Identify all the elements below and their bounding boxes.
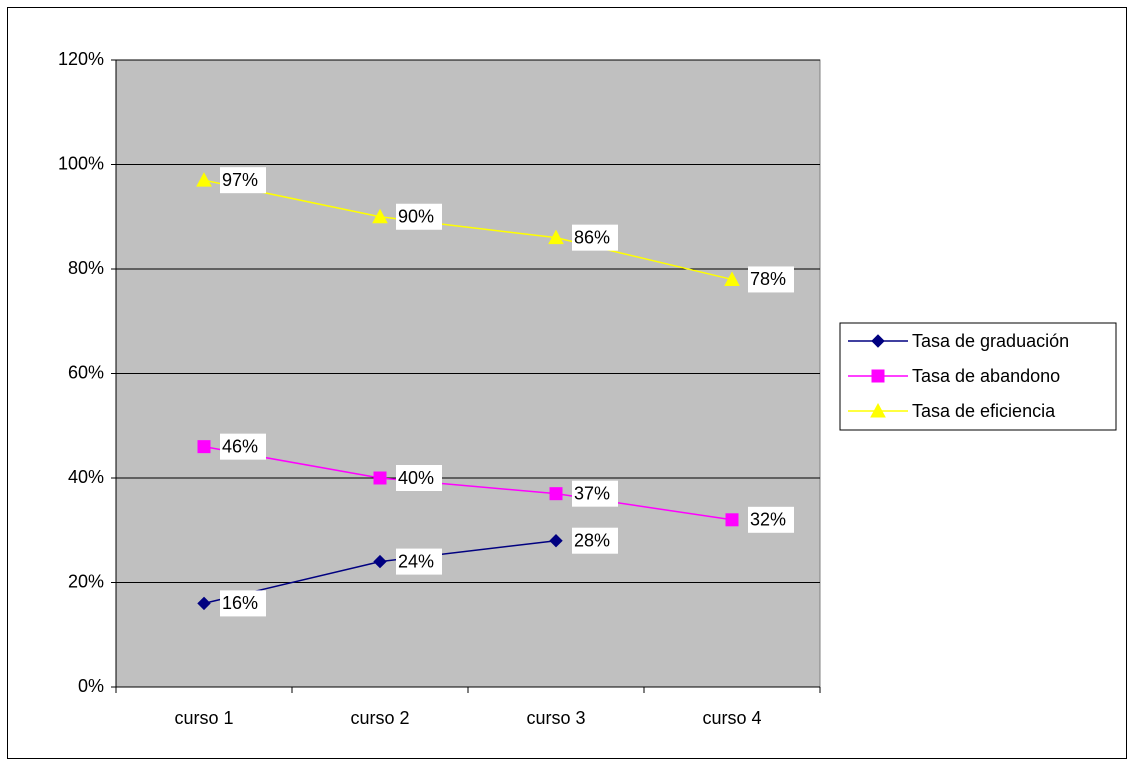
legend-label: Tasa de eficiencia: [912, 401, 1056, 421]
x-tick-label: curso 1: [174, 708, 233, 728]
data-point: [372, 208, 388, 224]
data-point: [197, 440, 211, 454]
data-label-bg: [572, 224, 618, 251]
data-point: [724, 271, 740, 286]
data-point: [549, 533, 563, 548]
y-tick-label: 120%: [58, 49, 104, 69]
data-point: [373, 471, 387, 485]
data-point: [548, 229, 564, 245]
data-point: [549, 487, 563, 501]
data-label-bg: [748, 506, 794, 533]
data-label: 86%: [574, 227, 610, 247]
data-point: [197, 596, 211, 611]
data-point: [373, 554, 387, 569]
data-label: 90%: [398, 207, 434, 227]
data-label-bg: [220, 167, 266, 194]
x-tick-label: curso 4: [702, 708, 761, 728]
data-point: [725, 513, 739, 527]
legend-marker: [870, 402, 886, 418]
legend-marker: [871, 334, 885, 348]
y-tick-label: 80%: [68, 258, 104, 278]
data-label: 78%: [750, 269, 786, 289]
data-point: [196, 172, 212, 187]
data-label: 16%: [222, 593, 258, 613]
legend-label: Tasa de graduación: [912, 331, 1069, 351]
x-tick-label: curso 3: [526, 708, 585, 728]
data-label-bg: [220, 590, 266, 617]
y-tick-label: 40%: [68, 467, 104, 487]
y-tick-label: 60%: [68, 362, 104, 382]
data-label-bg: [572, 527, 618, 554]
series-line: [203, 179, 733, 281]
data-label: 37%: [574, 483, 610, 503]
legend-marker: [871, 369, 885, 383]
data-label-bg: [396, 203, 442, 230]
data-label-bg: [220, 433, 266, 460]
data-label: 40%: [398, 468, 434, 488]
data-label: 97%: [222, 170, 258, 190]
data-label: 24%: [398, 551, 434, 571]
data-label-bg: [396, 465, 442, 491]
y-tick-label: 0%: [78, 676, 104, 696]
y-tick-label: 20%: [68, 571, 104, 591]
data-label-bg: [748, 266, 794, 293]
legend-label: Tasa de abandono: [912, 366, 1060, 386]
data-label-bg: [396, 548, 442, 575]
data-label: 28%: [574, 530, 610, 550]
data-label-bg: [572, 480, 618, 507]
data-label: 32%: [750, 510, 786, 530]
data-label: 46%: [222, 436, 258, 456]
y-tick-label: 100%: [58, 153, 104, 173]
series-line: [203, 445, 733, 521]
x-tick-label: curso 2: [350, 708, 409, 728]
